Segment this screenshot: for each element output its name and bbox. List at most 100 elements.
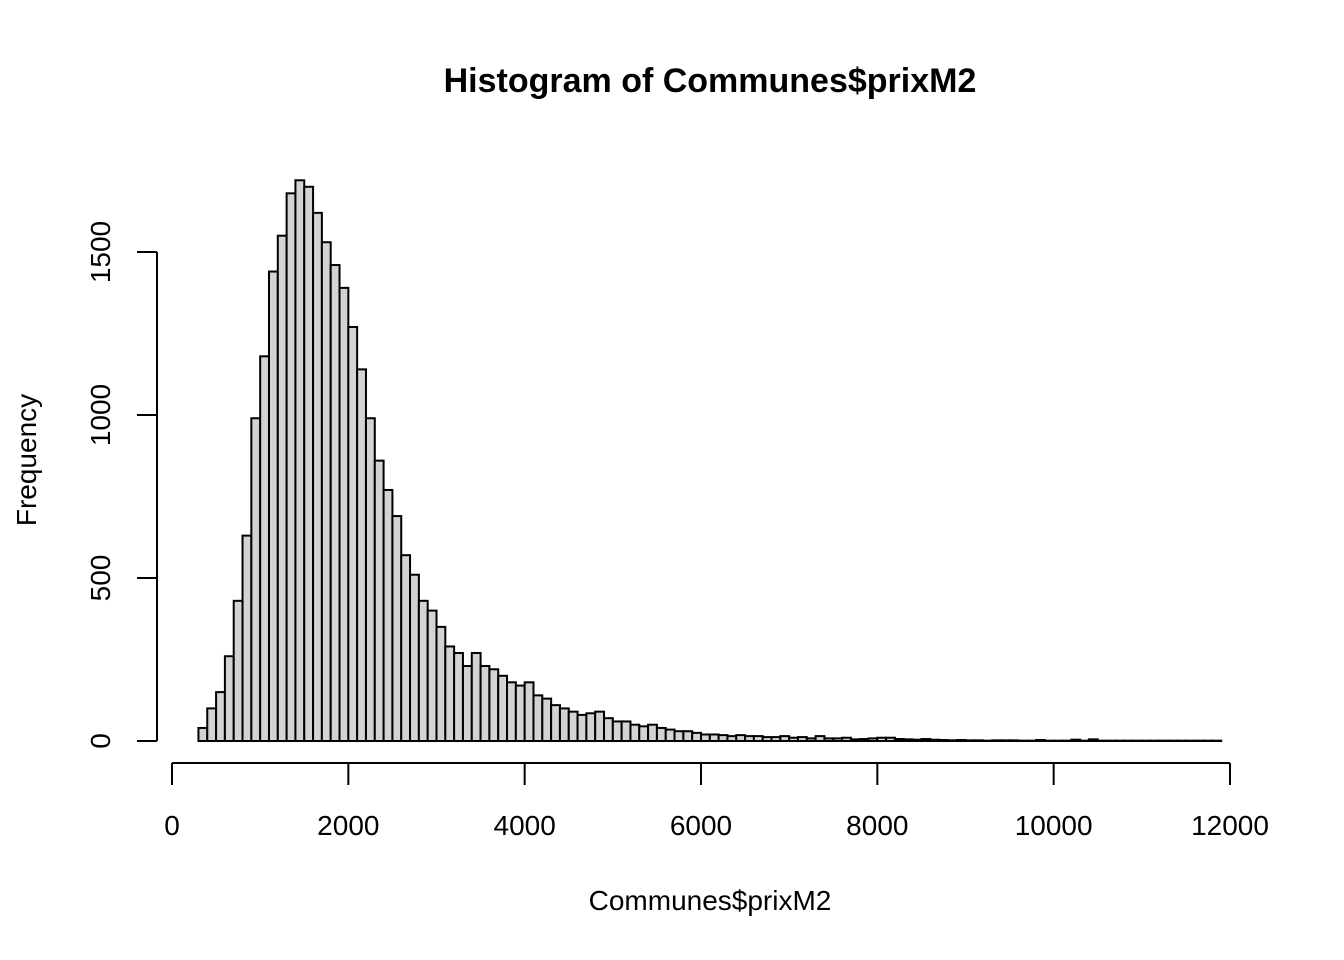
histogram-bar (885, 736, 896, 742)
histogram-bar (1008, 739, 1020, 742)
x-tick-label: 12000 (1191, 810, 1269, 841)
histogram-bar (761, 736, 773, 743)
histogram-bar (638, 725, 650, 743)
histogram-bar (285, 192, 297, 742)
histogram-bar (320, 241, 332, 742)
histogram-bar (814, 735, 826, 742)
histogram-bar (920, 738, 932, 742)
x-tick-label: 10000 (1015, 810, 1093, 841)
histogram-bar (373, 459, 385, 742)
histogram-bar (576, 713, 588, 742)
histogram-bar (744, 735, 755, 742)
histogram-bar (356, 368, 367, 742)
histogram-bar (735, 734, 747, 743)
x-axis-label: Communes$prixM2 (589, 885, 832, 916)
histogram-bar (700, 733, 711, 742)
histogram-bar (603, 717, 614, 742)
histogram-bar (990, 739, 1002, 742)
histogram-bar (312, 211, 323, 742)
histogram-bar (673, 730, 685, 742)
y-tick-label: 0 (85, 733, 116, 749)
histogram-bar (876, 736, 888, 742)
histogram-bar (382, 488, 394, 743)
histogram-bar (391, 515, 403, 742)
y-tick-label: 1500 (85, 221, 116, 283)
histogram-bar (329, 264, 341, 742)
histogram-bar (506, 681, 517, 743)
y-ticks-group: 0 500 1000 1500 (85, 221, 157, 749)
histogram-bar (902, 738, 914, 742)
x-tick-label: 8000 (846, 810, 908, 841)
histogram-bar (620, 720, 632, 743)
histogram-bar (1035, 739, 1046, 743)
histogram-bar (779, 735, 791, 742)
histogram-bar (823, 737, 835, 743)
histogram-bar (664, 728, 676, 743)
histogram-bar (585, 712, 597, 742)
histogram-bar (691, 731, 702, 742)
histogram-bar (409, 573, 420, 742)
histogram-bar (347, 325, 359, 742)
histogram-bar (276, 234, 288, 742)
histogram-bar (717, 734, 729, 743)
y-tick-label: 500 (85, 555, 116, 602)
histogram-bar (796, 736, 808, 743)
y-axis-label: Frequency (11, 394, 42, 526)
histogram-bar (461, 665, 473, 743)
histogram-bar (479, 665, 491, 743)
histogram-bar (470, 651, 482, 742)
x-ticks-group: 0 2000 4000 6000 8000 10000 12000 (164, 763, 1269, 841)
histogram-bar (1087, 738, 1099, 742)
histogram-bar (215, 691, 226, 742)
histogram-bar (594, 710, 606, 742)
histogram-bar (1070, 738, 1082, 743)
histogram-bar (955, 739, 967, 743)
histogram-bar (488, 668, 500, 743)
histogram-bar (232, 599, 244, 742)
histogram-bar (999, 739, 1011, 742)
histogram-bar (417, 599, 429, 742)
histogram-bar (338, 286, 350, 742)
histogram-bar (964, 739, 976, 742)
histogram-bar (629, 723, 641, 743)
histogram-bar (426, 609, 438, 742)
bars-group (197, 179, 1223, 743)
histogram-bar (541, 697, 553, 742)
histogram-bar (858, 738, 870, 742)
histogram-bar (770, 736, 782, 743)
histogram-bar (788, 736, 799, 742)
x-tick-label: 0 (164, 810, 180, 841)
histogram-bar (453, 651, 464, 742)
histogram-bar (726, 735, 738, 742)
histogram-bar (682, 730, 694, 742)
histogram-bar (550, 704, 561, 743)
histogram-bar (223, 655, 235, 742)
histogram-bar (946, 739, 958, 742)
histogram-bar (973, 739, 985, 742)
histogram-bar (303, 185, 315, 743)
histogram-bar (567, 710, 579, 742)
histogram-bar (867, 737, 879, 743)
histogram-bar (708, 733, 720, 742)
histogram-bar (294, 179, 306, 742)
histogram-bar (849, 738, 861, 742)
histogram-bar (250, 417, 262, 742)
histogram-bar (514, 684, 526, 743)
histogram-bar (435, 625, 447, 743)
histogram-bar (647, 723, 658, 743)
histogram-bar (752, 735, 764, 742)
x-tick-label: 4000 (494, 810, 556, 841)
histogram-bar (532, 694, 544, 742)
histogram-bar (523, 681, 535, 743)
histogram-bar (400, 554, 412, 742)
histogram-bar (267, 270, 279, 742)
histogram-bar (832, 737, 844, 743)
histogram-bar (241, 534, 253, 742)
histogram-bar (558, 707, 570, 743)
histogram-bar (841, 736, 852, 742)
histogram-bar (444, 645, 456, 743)
histogram-bar (197, 726, 209, 743)
histogram-bar (655, 726, 667, 743)
histogram-bar (259, 355, 270, 742)
